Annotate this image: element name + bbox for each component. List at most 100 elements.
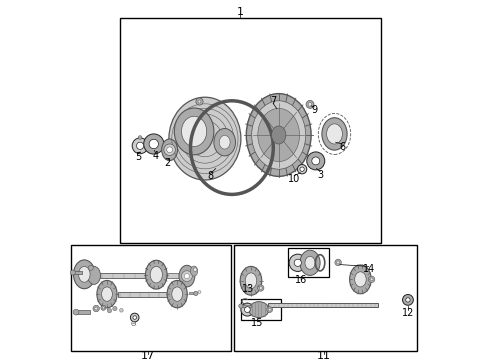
Ellipse shape (244, 273, 256, 289)
Circle shape (138, 136, 142, 139)
Bar (188, 292, 196, 294)
Ellipse shape (171, 287, 182, 301)
Ellipse shape (271, 126, 285, 144)
Circle shape (299, 167, 304, 171)
Circle shape (95, 307, 98, 310)
Circle shape (405, 298, 409, 302)
Ellipse shape (102, 287, 112, 301)
Circle shape (198, 291, 201, 293)
Circle shape (334, 259, 341, 266)
Ellipse shape (174, 108, 213, 155)
Text: 1: 1 (236, 7, 243, 17)
Circle shape (266, 307, 272, 312)
Ellipse shape (181, 116, 206, 147)
Circle shape (311, 157, 319, 165)
Circle shape (193, 268, 197, 271)
Ellipse shape (190, 266, 197, 276)
Ellipse shape (299, 250, 320, 275)
Text: 3: 3 (316, 170, 323, 180)
Circle shape (73, 309, 79, 315)
Circle shape (102, 307, 104, 309)
Text: 10: 10 (287, 174, 300, 184)
Ellipse shape (87, 266, 101, 284)
Circle shape (163, 144, 175, 156)
Bar (71, 245, 231, 351)
Bar (241, 305, 250, 307)
Text: 8: 8 (207, 171, 213, 181)
Text: 11: 11 (316, 351, 330, 360)
Text: 5: 5 (135, 152, 141, 162)
Ellipse shape (248, 302, 268, 318)
Ellipse shape (240, 266, 261, 295)
Circle shape (198, 100, 201, 103)
Ellipse shape (179, 265, 194, 287)
Text: 7: 7 (270, 96, 276, 106)
Circle shape (297, 165, 306, 174)
Ellipse shape (97, 280, 117, 308)
Circle shape (336, 261, 339, 264)
Circle shape (367, 276, 374, 283)
Circle shape (181, 271, 192, 282)
Text: 14: 14 (362, 264, 374, 274)
Circle shape (244, 307, 250, 312)
Circle shape (149, 139, 158, 149)
Circle shape (288, 254, 306, 271)
Circle shape (93, 305, 99, 312)
Ellipse shape (219, 135, 230, 149)
Circle shape (166, 147, 172, 153)
Circle shape (241, 303, 253, 316)
Circle shape (238, 304, 243, 308)
Text: 2: 2 (164, 158, 171, 168)
Circle shape (136, 142, 143, 149)
Circle shape (120, 309, 123, 312)
Ellipse shape (354, 272, 366, 287)
Circle shape (107, 309, 111, 313)
Text: Θ: Θ (130, 321, 135, 327)
Ellipse shape (257, 108, 299, 162)
Bar (73, 271, 82, 274)
Ellipse shape (213, 129, 235, 156)
Ellipse shape (326, 124, 342, 144)
Bar (167, 273, 181, 278)
Bar (287, 248, 328, 277)
Text: 13: 13 (242, 284, 254, 294)
Ellipse shape (168, 97, 241, 180)
Circle shape (369, 278, 372, 281)
Bar (100, 273, 148, 278)
Circle shape (70, 270, 75, 275)
Circle shape (196, 98, 203, 105)
Ellipse shape (246, 94, 310, 176)
Bar (118, 292, 171, 297)
Ellipse shape (150, 266, 162, 283)
Ellipse shape (321, 118, 346, 150)
Circle shape (305, 100, 313, 108)
Circle shape (402, 294, 412, 305)
Ellipse shape (79, 266, 90, 282)
Circle shape (193, 291, 198, 296)
Ellipse shape (251, 101, 305, 169)
Ellipse shape (145, 260, 167, 289)
Text: 17: 17 (141, 351, 155, 360)
Text: 9: 9 (311, 105, 317, 115)
Circle shape (132, 138, 148, 154)
Circle shape (101, 305, 106, 310)
Ellipse shape (349, 265, 370, 294)
Circle shape (113, 306, 117, 311)
Bar (233, 245, 416, 351)
Circle shape (88, 265, 93, 270)
Circle shape (307, 103, 311, 106)
Circle shape (259, 287, 262, 289)
Text: 15: 15 (250, 318, 263, 328)
Ellipse shape (167, 280, 187, 308)
Circle shape (294, 259, 301, 266)
Circle shape (306, 152, 324, 170)
Circle shape (184, 274, 189, 279)
Bar (120, 18, 381, 243)
Text: 4: 4 (152, 150, 158, 161)
Circle shape (130, 313, 139, 322)
Ellipse shape (162, 139, 177, 161)
Circle shape (143, 134, 163, 154)
Bar (76, 310, 90, 314)
Bar (241, 299, 280, 320)
Ellipse shape (305, 256, 314, 269)
